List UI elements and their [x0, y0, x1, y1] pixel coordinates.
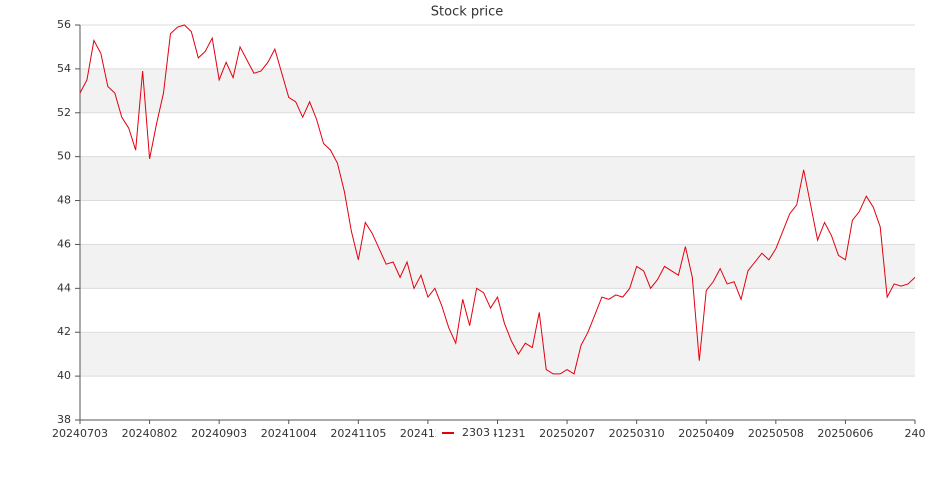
y-tick-label: 44 — [57, 281, 71, 294]
y-tick-label: 50 — [57, 150, 71, 163]
chart-title: Stock price — [431, 5, 503, 20]
y-tick-label: 46 — [57, 237, 71, 250]
legend-label: 2303 — [462, 426, 490, 439]
x-tick-label: 240 — [905, 427, 926, 440]
y-tick-label: 48 — [57, 194, 71, 207]
y-tick-label: 56 — [57, 18, 71, 31]
x-tick-label: 20240703 — [52, 427, 108, 440]
x-tick-label: 20250310 — [609, 427, 665, 440]
x-tick-label: 20240802 — [122, 427, 178, 440]
x-tick-label: 20250606 — [817, 427, 873, 440]
y-tick-label: 38 — [57, 413, 71, 426]
x-tick-label: 20241004 — [261, 427, 317, 440]
grid-band — [80, 332, 915, 377]
line-series — [79, 24, 916, 375]
y-tick-label: 42 — [57, 325, 71, 338]
y-tick-label: 40 — [57, 369, 71, 382]
grid-band — [80, 156, 915, 201]
y-tick-label: 54 — [57, 62, 71, 75]
x-tick-label: 20250508 — [748, 427, 804, 440]
x-tick-label: 20241105 — [330, 427, 386, 440]
x-tick-label: 20240903 — [191, 427, 247, 440]
grid-band — [80, 244, 915, 289]
y-tick-label: 52 — [57, 106, 71, 119]
x-tick-label: 20250207 — [539, 427, 595, 440]
grid-band — [80, 68, 915, 113]
legend-box — [436, 424, 494, 442]
x-tick-label: 20250409 — [678, 427, 734, 440]
